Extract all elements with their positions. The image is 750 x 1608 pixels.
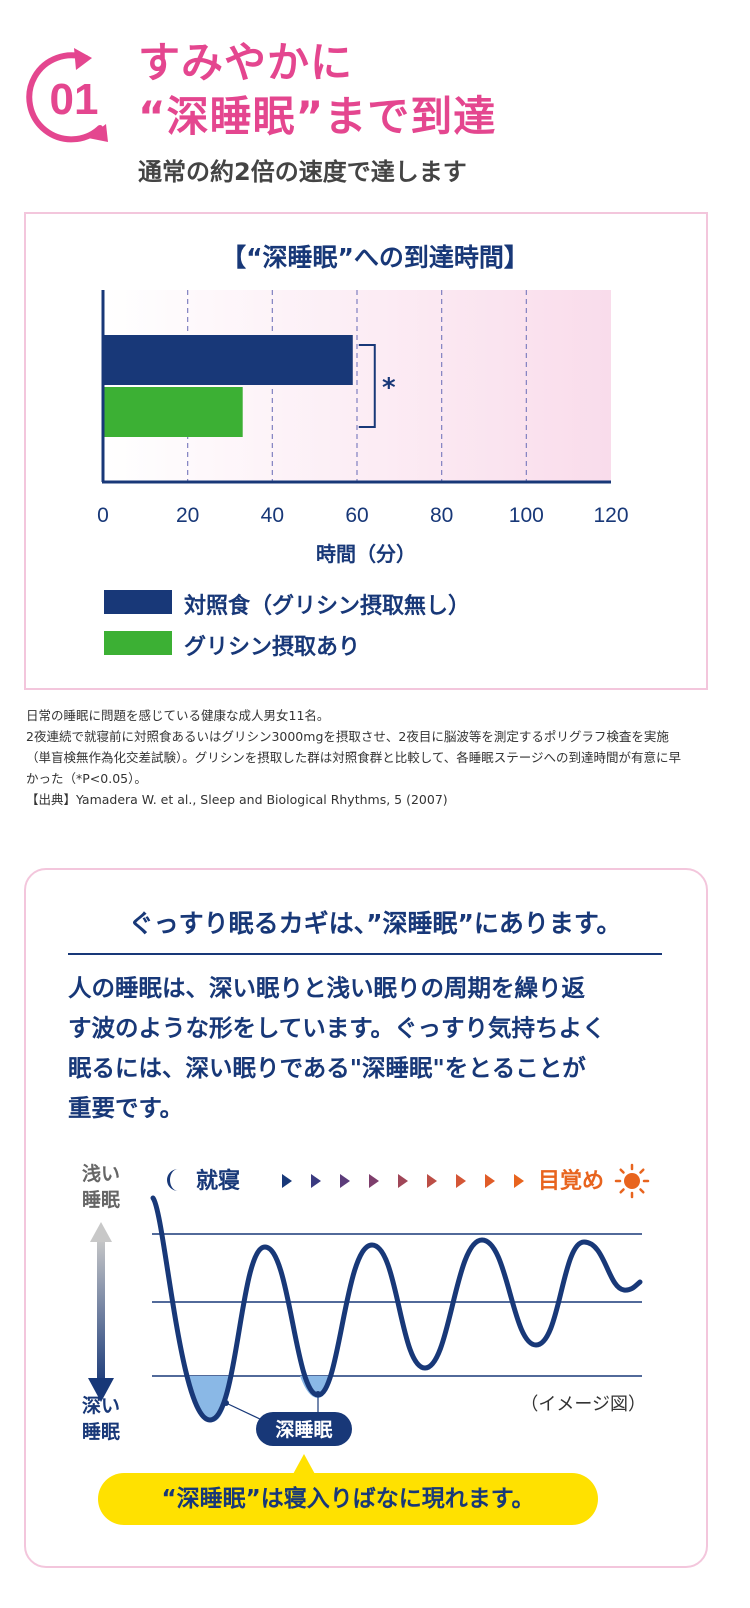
progress-arrows-icon [282, 1174, 524, 1188]
deep-sleep-label: 深い [82, 1394, 120, 1417]
info-body-line: す波のような形をしています。ぐっすり気持ちよく [68, 1014, 606, 1042]
callout-pointer [292, 1454, 316, 1476]
shallow-sleep-label: 浅い [82, 1162, 120, 1185]
footnote: 日常の睡眠に問題を感じている健康な成人男女11名。 2夜連続で就寝前に対照食ある… [26, 705, 716, 810]
chart-title: 【“深睡眠”への到達時間】 [221, 243, 529, 272]
step-number-icon: 01 [26, 48, 108, 143]
divider [68, 953, 662, 955]
cycle-arrow-icon [26, 52, 103, 143]
subheadline: 通常の約2倍の速度で達します [138, 158, 467, 186]
bedtime-label: 就寝 [196, 1168, 240, 1194]
image-note: （イメージ図） [520, 1394, 646, 1415]
legend-label-control: 対照食（グリシン摂取無し） [184, 594, 471, 619]
headline-line-1: すみやかに [138, 38, 354, 87]
depth-arrow-shaft [97, 1238, 105, 1388]
headline: すみやかに “深睡眠”まで到達 [138, 36, 496, 144]
legend-swatch-control [104, 590, 172, 614]
x-axis-label: 時間（分） [316, 542, 416, 566]
bar-1 [103, 387, 243, 437]
significance-marker: * [382, 373, 396, 403]
moon-icon [167, 1169, 178, 1191]
significance-bracket [358, 344, 376, 428]
headline-line-2: “深睡眠”まで到達 [138, 92, 497, 141]
x-tick-label: 100 [509, 504, 544, 527]
deep-sleep-badge [256, 1412, 352, 1446]
legend-swatch-glycine [104, 631, 172, 655]
bar-0 [103, 335, 353, 385]
sleep-wave-line [150, 1195, 643, 1423]
footnote-line: （単盲検無作為化交差試験）。グリシンを摂取した群は対照食群と比較して、各睡眠ステ… [26, 750, 682, 765]
footnote-source: 【出典】Yamadera W. et al., Sleep and Biolog… [26, 792, 448, 807]
x-tick-label: 80 [430, 504, 453, 527]
x-tick-label: 60 [345, 504, 368, 527]
down-arrow-icon [88, 1378, 114, 1402]
info-body-line: 眠るには、深い眠りである"深睡眠"をとることが [68, 1054, 586, 1082]
info-heading: ぐっすり眠るカギは、”深睡眠”にあります。 [128, 909, 622, 938]
bar-chart: * 0 20 40 60 80 100 120 時間（分） [97, 290, 629, 566]
info-panel [24, 868, 708, 1568]
footnote-line: 日常の睡眠に問題を感じている健康な成人男女11名。 [26, 708, 330, 723]
shallow-sleep-label: 睡眠 [82, 1189, 120, 1211]
up-arrow-icon [90, 1222, 112, 1242]
deep-sleep-label: 睡眠 [82, 1421, 120, 1443]
footnote-line: かった（*P<0.05）。 [26, 771, 147, 786]
x-tick-label: 120 [593, 504, 628, 527]
info-body-line: 人の睡眠は、深い眠りと浅い眠りの周期を繰り返 [68, 974, 585, 1002]
leader-line [225, 1402, 263, 1421]
x-tick-label: 40 [261, 504, 284, 527]
deep-sleep-badge-label: 深睡眠 [275, 1418, 332, 1441]
sun-icon [614, 1163, 650, 1199]
x-tick-label: 0 [97, 504, 109, 527]
sleep-cycle-diagram: 浅い 睡眠 深い 睡眠 就寝 目覚め [82, 1162, 650, 1476]
wake-label: 目覚め [538, 1168, 604, 1194]
callout-banner: “深睡眠”は寝入りばなに現れます。 [98, 1473, 598, 1525]
legend-label-glycine: グリシン摂取あり [184, 635, 361, 660]
x-tick-label: 20 [176, 504, 199, 527]
footnote-line: 2夜連続で就寝前に対照食あるいはグリシン3000mgを摂取させ、2夜目に脳波等を… [26, 729, 669, 744]
step-number: 01 [50, 75, 99, 124]
info-body-line: 重要です。 [68, 1094, 184, 1122]
info-body: 人の睡眠は、深い眠りと浅い眠りの周期を繰り返 す波のような形をしています。ぐっす… [68, 968, 668, 1128]
